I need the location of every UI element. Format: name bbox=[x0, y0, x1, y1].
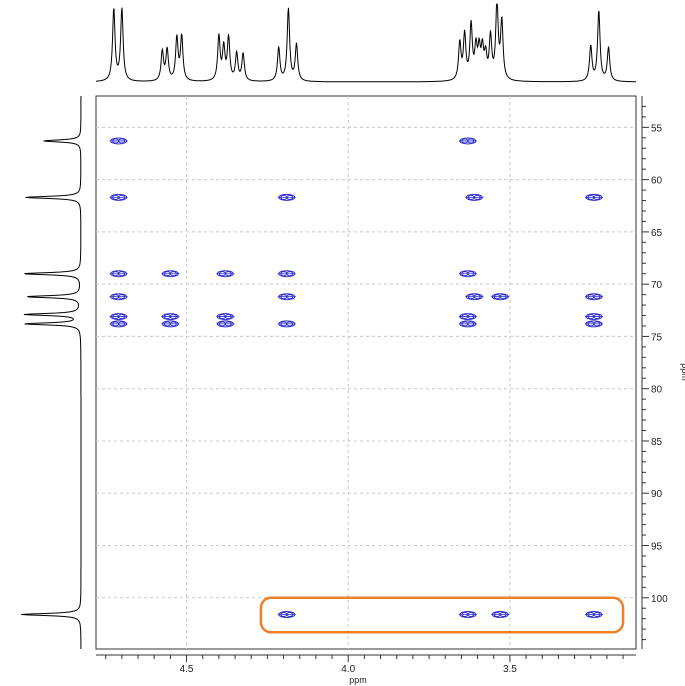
cross-peak bbox=[109, 313, 128, 321]
x-tick-label: 3.5 bbox=[503, 664, 517, 675]
y-tick-label: 60 bbox=[651, 176, 663, 187]
cross-peak bbox=[458, 320, 477, 328]
f2-projection bbox=[96, 3, 636, 83]
cross-peak bbox=[584, 193, 603, 201]
y-tick-label: 80 bbox=[651, 385, 663, 396]
y-tick-label: 75 bbox=[651, 332, 663, 343]
cross-peak bbox=[465, 293, 484, 301]
cross-peak bbox=[109, 320, 128, 328]
cross-peak bbox=[458, 611, 477, 619]
cross-peak bbox=[109, 193, 128, 201]
cross-peak bbox=[161, 313, 180, 321]
f2-projection-trace bbox=[96, 3, 636, 83]
cross-peak bbox=[491, 611, 510, 619]
cross-peak bbox=[216, 313, 235, 321]
cross-peak bbox=[277, 270, 296, 278]
cross-peak bbox=[584, 313, 603, 321]
y-tick-label: 90 bbox=[651, 489, 663, 500]
cross-peak bbox=[277, 293, 296, 301]
cross-peak bbox=[109, 293, 128, 301]
x-tick-label: 4.5 bbox=[180, 664, 194, 675]
x-axis: 4.5 4.0 3.5 bbox=[96, 654, 636, 675]
y-tick-label: 55 bbox=[651, 123, 663, 134]
x-tick-label: 4.0 bbox=[341, 664, 355, 675]
cross-peak bbox=[458, 137, 477, 145]
y-tick-label: 100 bbox=[651, 594, 668, 605]
f1-projection-trace bbox=[21, 96, 82, 649]
cross-peak bbox=[465, 193, 484, 201]
cross-peak bbox=[109, 137, 128, 145]
cross-peak bbox=[584, 293, 603, 301]
cross-peak bbox=[216, 320, 235, 328]
f1-projection bbox=[21, 96, 82, 649]
y-tick-label: 85 bbox=[651, 437, 663, 448]
y-tick-label: 95 bbox=[651, 542, 663, 553]
cross-peak bbox=[109, 270, 128, 278]
cross-peak bbox=[277, 193, 296, 201]
cross-peak bbox=[584, 320, 603, 328]
cross-peak bbox=[584, 611, 603, 619]
highlight-group bbox=[259, 596, 625, 634]
cross-peak bbox=[491, 293, 510, 301]
y-tick-label: 65 bbox=[651, 228, 663, 239]
cross-peaks bbox=[109, 137, 603, 619]
cross-peak bbox=[277, 611, 296, 619]
y-axis: 55 60 65 70 75 80 85 90 95 100 bbox=[641, 96, 668, 649]
plot-frame bbox=[95, 95, 637, 650]
highlight-box bbox=[259, 596, 625, 634]
y-tick-label: 70 bbox=[651, 280, 663, 291]
cross-peak bbox=[458, 270, 477, 278]
cross-peak bbox=[277, 320, 296, 328]
cross-peak bbox=[458, 313, 477, 321]
cross-peak bbox=[216, 270, 235, 278]
cross-peak bbox=[161, 270, 180, 278]
x-axis-title: ppm bbox=[349, 675, 367, 685]
cross-peak bbox=[161, 320, 180, 328]
y-axis-title: ppm bbox=[680, 363, 685, 381]
